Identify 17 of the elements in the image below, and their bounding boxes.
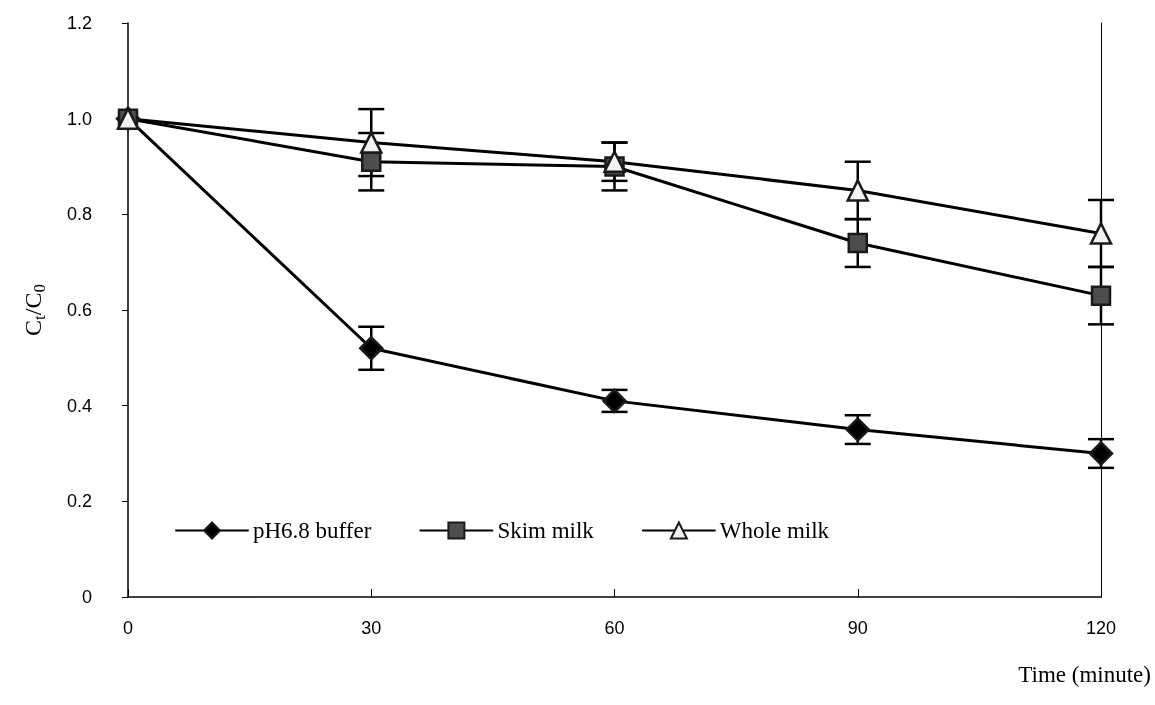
y-tick-label: 0.4 [66,395,92,416]
x-tick-label: 120 [1085,618,1117,638]
x-tick-label: 30 [361,618,382,638]
y-tick-label: 0.2 [66,491,92,512]
x-tick-label: 0 [122,618,134,638]
x-tick-label: 90 [847,618,868,638]
y-axis-title: Ct/C0 [19,284,49,336]
legend-label: Skim milk [497,518,595,543]
x-tick-label: 60 [604,618,625,638]
legend-label: pH6.8 buffer [253,518,372,543]
legend-label: Whole milk [719,518,830,543]
y-tick-label: 0 [81,587,92,607]
x-axis-title: Time (minute) [1018,662,1151,687]
y-tick-label: 1.2 [66,13,92,33]
y-tick-label: 1.0 [66,108,92,129]
y-tick-label: 0.8 [66,204,92,225]
y-tick-label: 0.6 [66,300,92,320]
